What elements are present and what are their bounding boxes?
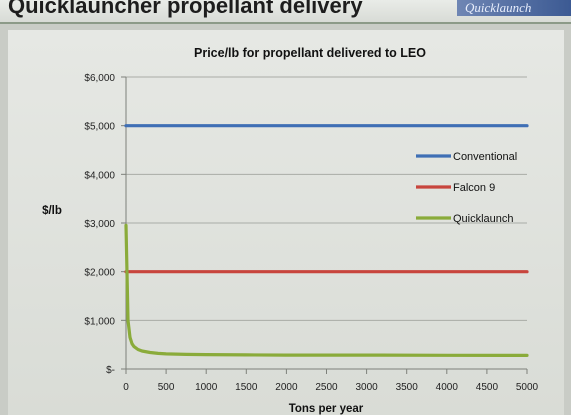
grid-lines [126, 76, 527, 321]
y-tick-label: $2,000 [84, 268, 115, 279]
x-tick-label: 3000 [355, 382, 378, 393]
series-line-quicklaunch [124, 223, 529, 357]
legend-label: Falcon 9 [453, 182, 495, 194]
slide-title: Quicklauncher propellant delivery [8, 0, 363, 18]
x-tick-label: 3500 [396, 382, 419, 393]
legend: Conventional Falcon 9 Quicklaunch [416, 151, 517, 225]
x-tick-label: 1500 [235, 382, 258, 393]
y-tick-label: $3,000 [84, 219, 115, 230]
series-lines [124, 124, 529, 357]
header-divider [0, 22, 571, 24]
brand-logo: Quicklaunch [457, 0, 571, 16]
x-axis-title: Tons per year [289, 403, 364, 415]
y-tick-label: $5,000 [84, 122, 115, 133]
y-axis-title: $/lb [42, 205, 62, 217]
legend-label: Quicklaunch [453, 213, 514, 225]
y-tick-label: $- [106, 365, 115, 376]
chart-title: Price/lb for propellant delivered to LEO [194, 46, 426, 60]
x-tick-label: 5000 [516, 382, 539, 393]
y-tick-label: $6,000 [84, 73, 115, 84]
axes [121, 76, 528, 374]
x-tick-label: 4500 [476, 382, 499, 393]
x-tick-label: 2500 [315, 382, 338, 393]
tick-labels: $- $1,000 $2,000 $3,000 $4,000 $5,000 $6,000 0 5… [84, 73, 538, 393]
y-tick-label: $4,000 [84, 170, 115, 181]
x-tick-label: 2000 [275, 382, 298, 393]
x-tick-label: 4000 [436, 382, 459, 393]
y-tick-label: $1,000 [84, 316, 115, 327]
x-tick-label: 500 [158, 382, 175, 393]
legend-label: Conventional [453, 151, 517, 163]
x-tick-label: 0 [123, 382, 129, 393]
slide-header: Quicklauncher propellant delivery Quickl… [0, 0, 571, 22]
x-tick-label: 1000 [195, 382, 218, 393]
